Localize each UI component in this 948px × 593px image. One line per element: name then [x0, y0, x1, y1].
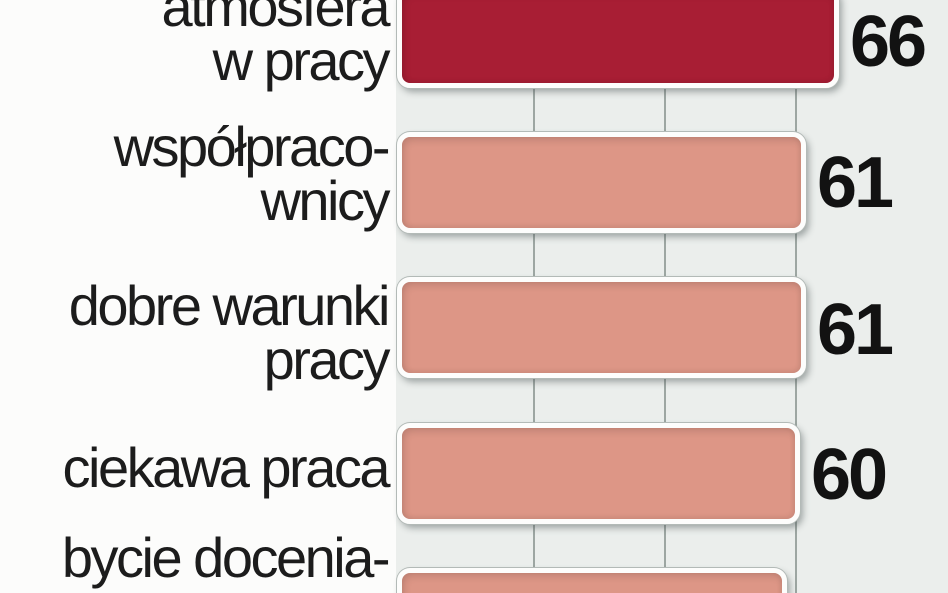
- value-label: 61: [817, 143, 894, 223]
- bar: [397, 423, 800, 524]
- category-label-line: atmosfera: [161, 0, 391, 38]
- category-label-line: dobre warunki: [68, 274, 391, 337]
- value-label: 66: [850, 2, 927, 82]
- category-label-line: wnicy: [260, 169, 390, 232]
- category-label-line: ciekawa praca: [62, 436, 391, 499]
- bar-surface: [402, 137, 801, 228]
- category-label: dobre warunki pracy: [0, 274, 391, 391]
- category-label: bycie docenia-: [0, 526, 391, 589]
- bar-surface: [402, 428, 795, 519]
- bar-surface: [402, 0, 834, 83]
- bar: [397, 132, 806, 233]
- value-label: 61: [817, 290, 894, 370]
- category-label: ciekawa praca: [0, 436, 391, 499]
- category-label: współpraco-wnicy: [0, 115, 391, 232]
- bar: [397, 277, 806, 378]
- category-label-line: pracy: [263, 328, 391, 391]
- category-label: atmosfera w pracy: [0, 0, 391, 92]
- bar-surface: [402, 573, 782, 593]
- value-label: 60: [811, 435, 888, 515]
- bar: [397, 0, 839, 88]
- bar: [397, 568, 787, 593]
- category-label-line: współpraco-: [113, 115, 391, 178]
- bar-surface: [402, 282, 801, 373]
- category-label-line: w pracy: [212, 29, 391, 92]
- category-label-line: bycie docenia-: [61, 526, 391, 589]
